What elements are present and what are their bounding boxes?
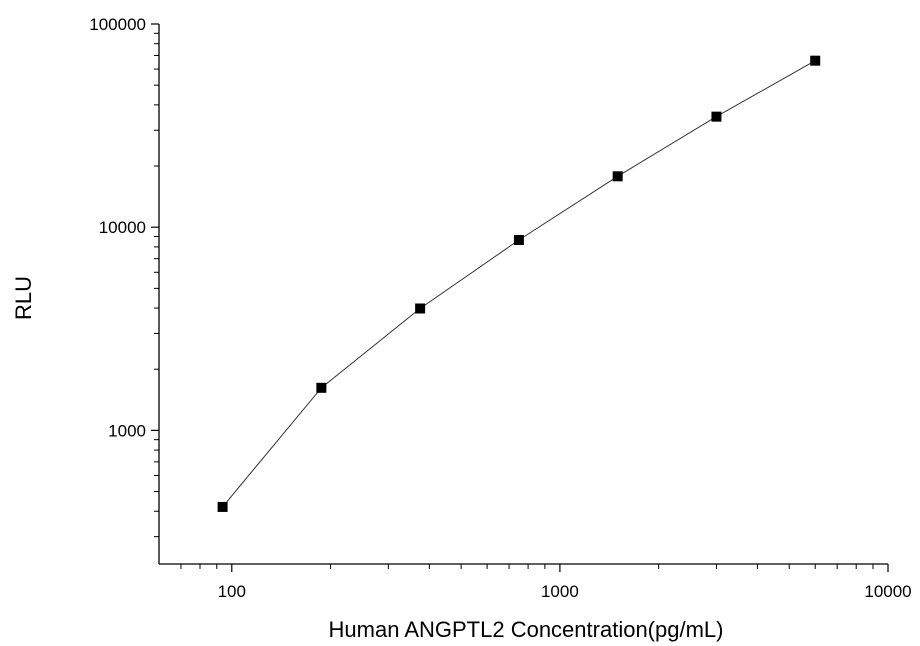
series	[217, 55, 821, 512]
y-axis-title: RLU	[11, 276, 36, 320]
data-point	[711, 111, 722, 122]
x-tick-label: 1000	[541, 582, 579, 601]
data-point	[810, 55, 821, 66]
data-point	[513, 234, 524, 245]
ticks: 100 1000 10000 1000 10000 100000	[89, 15, 911, 601]
data-point	[612, 171, 623, 182]
y-tick-label: 10000	[99, 218, 146, 237]
x-axis-title: Human ANGPTL2 Concentration(pg/mL)	[329, 617, 724, 642]
axes	[158, 24, 888, 565]
y-tick-label: 100000	[89, 15, 146, 34]
data-point	[316, 382, 327, 393]
data-point	[415, 303, 426, 314]
x-tick-label: 100	[218, 582, 246, 601]
series-line	[222, 60, 816, 508]
data-point	[217, 501, 228, 512]
x-tick-label: 10000	[864, 582, 911, 601]
y-tick-label: 1000	[108, 421, 146, 440]
